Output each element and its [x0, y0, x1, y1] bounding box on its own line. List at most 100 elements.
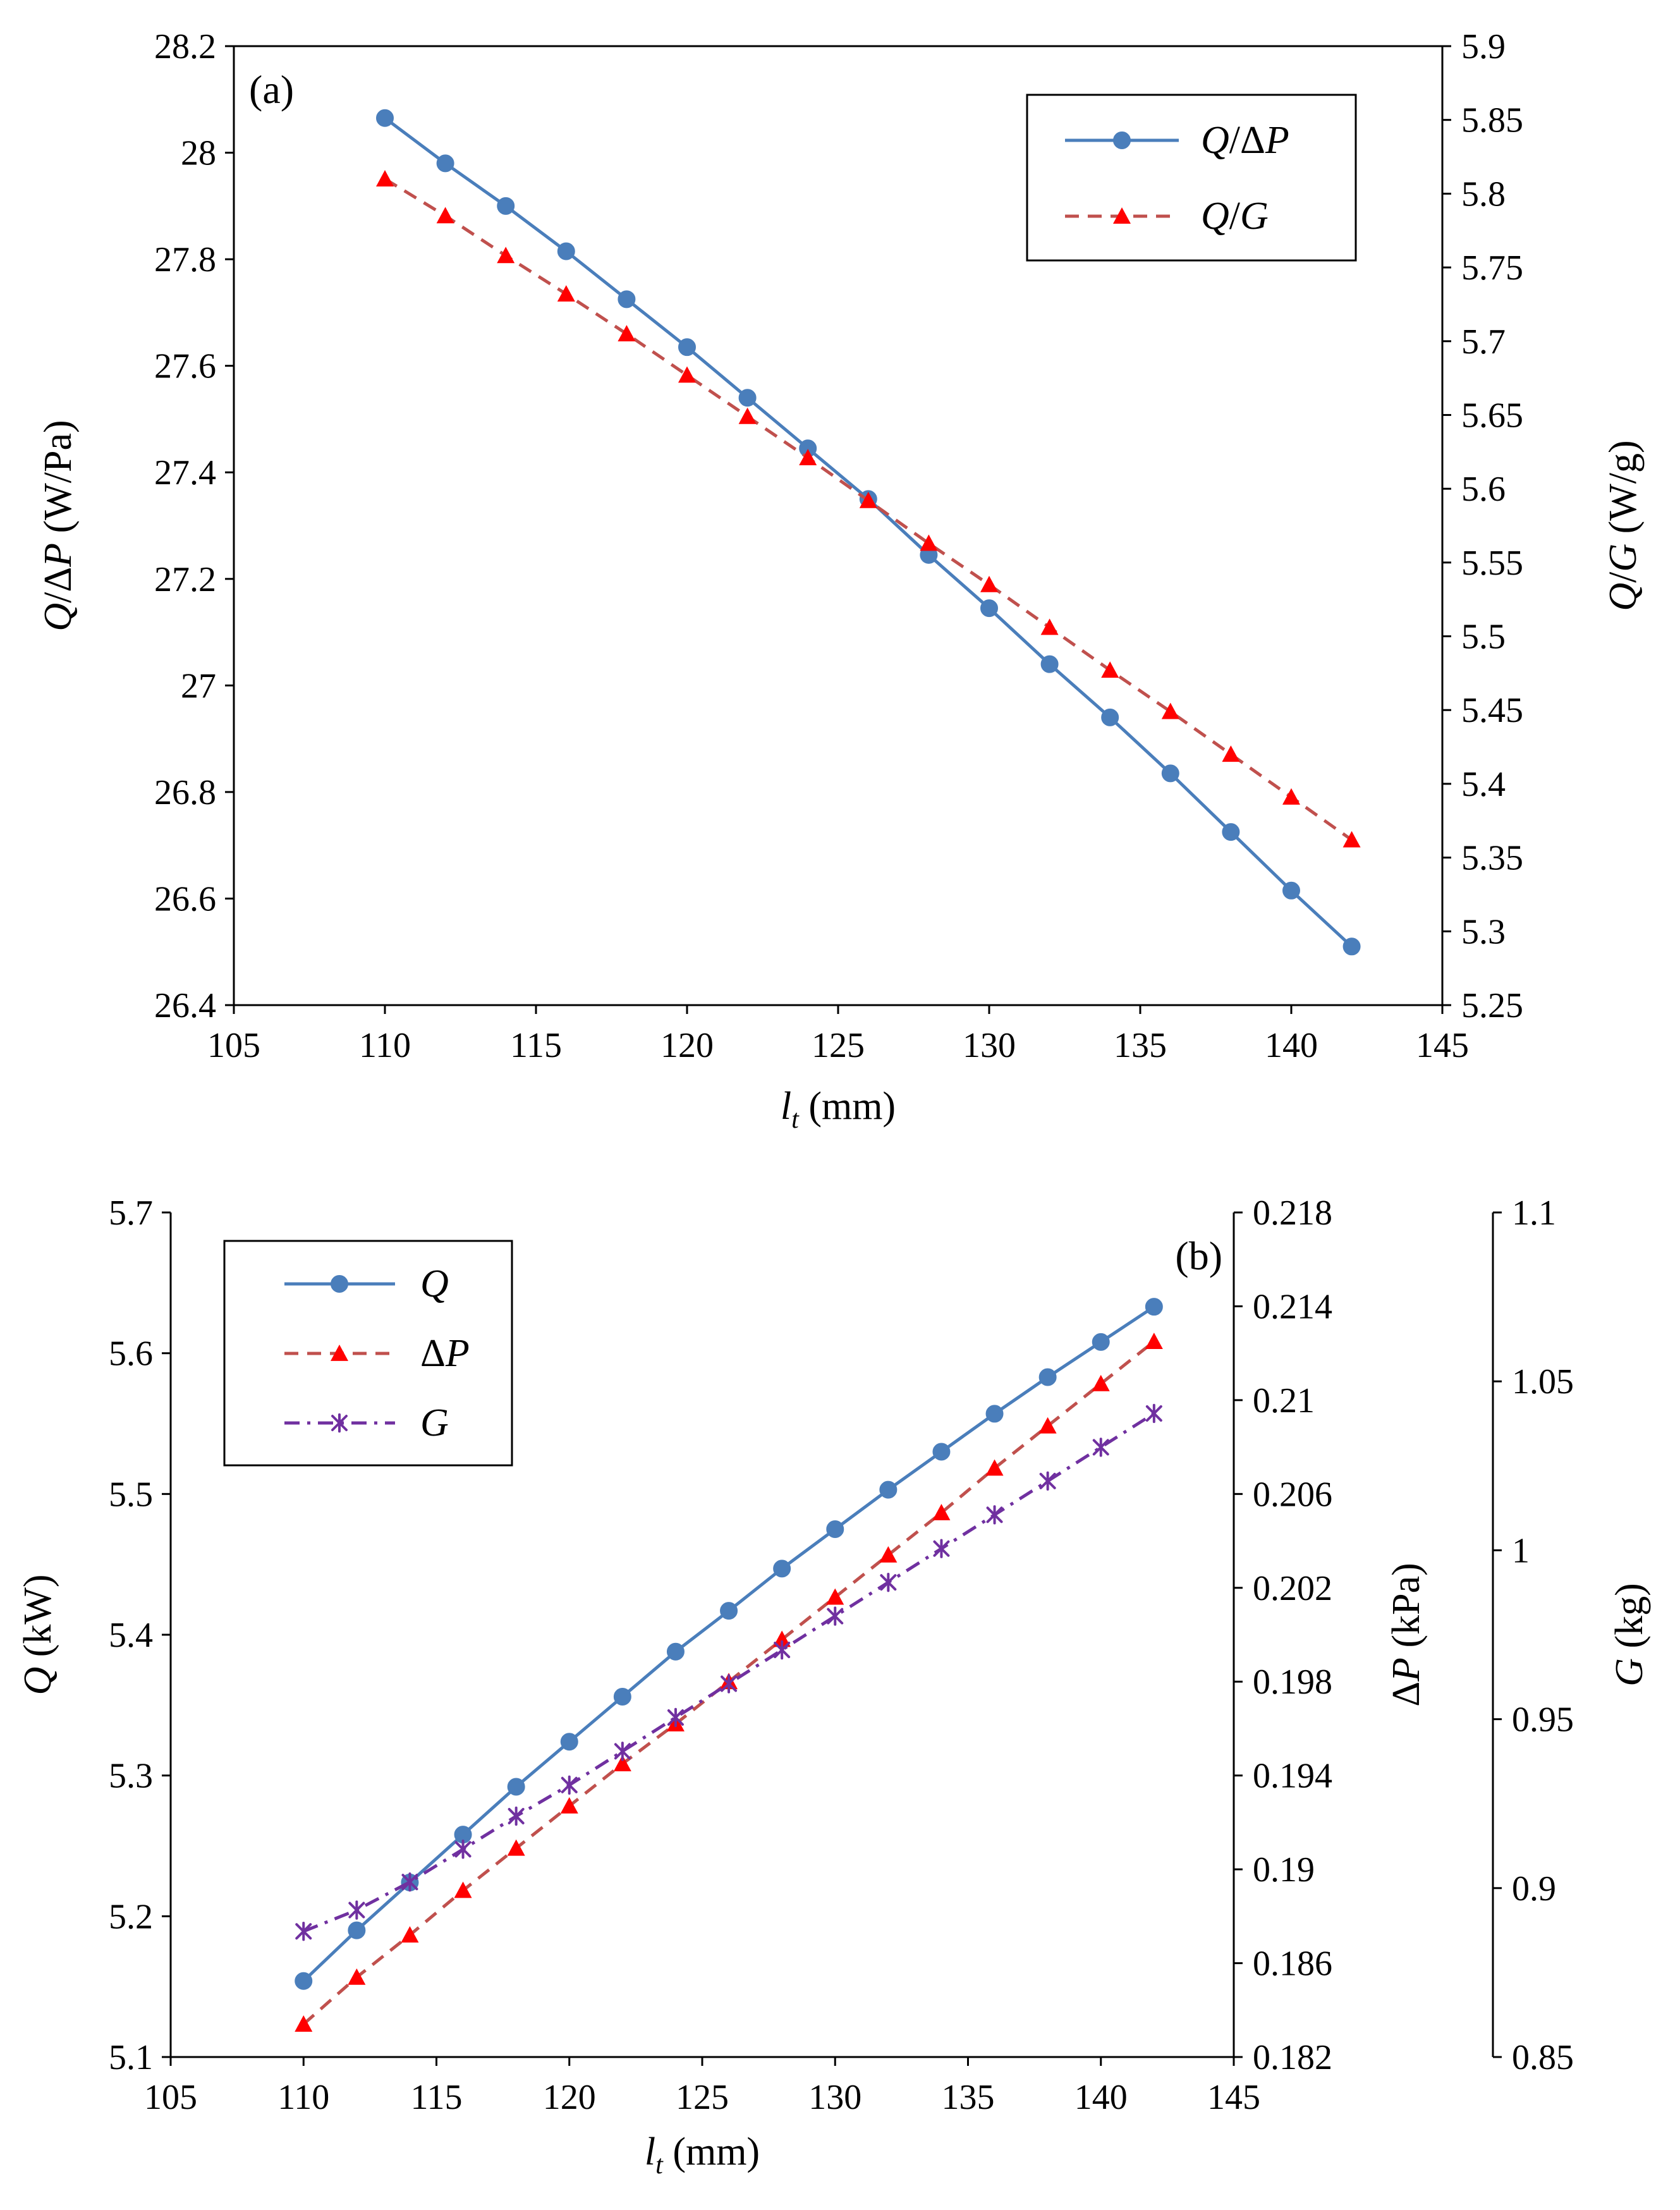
- y-left-axis-label-a: Q/ΔP (W/Pa): [37, 420, 80, 631]
- data-point-g: [295, 1922, 312, 1941]
- data-point-dp: [454, 1881, 472, 1898]
- y-left-tick-label-a: 27.4: [154, 453, 216, 492]
- y-left-tick-label-a: 27: [181, 666, 216, 705]
- data-point-q-over-g: [980, 575, 998, 592]
- data-point-dp: [985, 1459, 1004, 1476]
- y-left-tick-label-a: 26.8: [154, 773, 216, 812]
- data-point-g: [986, 1505, 1003, 1525]
- series-line-q-over-g: [384, 177, 1353, 841]
- data-point-q-over-dp: [1222, 823, 1240, 841]
- y-right2-tick-label-b: 0.95: [1512, 1700, 1574, 1740]
- legend-label: Q/ΔP: [1201, 119, 1289, 162]
- data-point-q-over-dp: [1282, 881, 1300, 900]
- data-point-dp: [932, 1504, 951, 1520]
- data-point-q: [826, 1520, 844, 1538]
- x-tick-label-b: 115: [411, 2078, 463, 2117]
- data-point-g: [401, 1872, 418, 1892]
- y-right-tick-label-a: 5.65: [1461, 396, 1523, 435]
- data-point-dp: [1038, 1417, 1057, 1434]
- y-left-tick-label-a: 27.8: [154, 240, 216, 279]
- x-axis-label-b: lt (mm): [645, 2130, 760, 2180]
- y-right2-tick-label-b: 0.85: [1512, 2038, 1574, 2077]
- legend-label: G: [420, 1401, 449, 1444]
- data-point-g: [561, 1775, 578, 1795]
- data-point-q: [613, 1687, 631, 1706]
- y-right-tick-label-a: 5.35: [1461, 839, 1523, 878]
- y-right2-tick-label-b: 0.9: [1512, 1869, 1556, 1908]
- data-point-q-over-dp: [376, 109, 394, 127]
- data-point-q-over-g: [1282, 788, 1300, 805]
- panel-label-b: (b): [1175, 1233, 1222, 1278]
- data-point-dp: [1145, 1333, 1163, 1350]
- legend-marker: [331, 1275, 348, 1293]
- y-right-tick-label-a: 5.9: [1461, 27, 1506, 66]
- y-left-tick-label-a: 27.6: [154, 347, 216, 386]
- x-tick-label-a: 115: [510, 1026, 562, 1065]
- data-point-dp: [348, 1968, 366, 1985]
- data-point-q-over-g: [738, 407, 757, 424]
- y-left-tick-label-a: 26.6: [154, 879, 216, 919]
- legend-label: Q/G: [1201, 195, 1269, 238]
- data-point-g: [721, 1674, 738, 1694]
- y-right2-tick-label-b: 1.05: [1512, 1362, 1574, 1401]
- legend-marker: [331, 1413, 348, 1433]
- y-right-axis-label-b: ΔP (kPa): [1385, 1563, 1428, 1707]
- y-right-tick-label-b: 0.182: [1253, 2038, 1332, 2077]
- legend-b: Q ΔP G: [223, 1240, 513, 1467]
- y-right-tick-label-b: 0.218: [1253, 1194, 1332, 1233]
- data-point-q-over-dp: [1161, 764, 1179, 783]
- legend-marker: [1113, 131, 1131, 149]
- y-right-tick-label-b: 0.206: [1253, 1475, 1332, 1514]
- data-point-dp: [1092, 1374, 1110, 1391]
- y-right-tick-label-b: 0.194: [1253, 1757, 1332, 1796]
- x-tick-label-a: 105: [207, 1026, 260, 1065]
- y-left-tick-label-b: 5.3: [109, 1757, 153, 1796]
- x-tick-label-b: 140: [1074, 2078, 1128, 2117]
- data-point-q-over-dp: [678, 338, 696, 357]
- y-right-tick-label-a: 5.3: [1461, 912, 1506, 951]
- data-point-q-over-g: [376, 170, 394, 186]
- y-right-axis-label-a: Q/G (W/g): [1602, 440, 1645, 611]
- data-point-q: [507, 1778, 525, 1796]
- legend-box-a: [1026, 94, 1357, 262]
- x-tick-label-a: 110: [359, 1026, 411, 1065]
- y-left-tick-label-b: 5.6: [109, 1334, 153, 1374]
- data-point-g: [508, 1806, 525, 1826]
- data-point-q: [773, 1560, 791, 1578]
- y-left-tick-label-b: 5.5: [109, 1475, 153, 1514]
- data-point-q-over-g: [920, 534, 938, 551]
- data-point-dp: [613, 1755, 631, 1772]
- y-right-tick-label-a: 5.4: [1461, 765, 1506, 804]
- data-point-q-over-g: [557, 285, 575, 302]
- data-point-q-over-dp: [738, 389, 757, 407]
- y-left-tick-label-b: 5.2: [109, 1897, 153, 1936]
- data-point-q-over-g: [1101, 661, 1119, 678]
- data-point-q-over-dp: [1101, 708, 1119, 726]
- y-right-tick-label-b: 0.19: [1253, 1850, 1315, 1889]
- x-tick-label-b: 130: [808, 2078, 861, 2117]
- legend-label: Q: [420, 1262, 449, 1305]
- data-point-q: [1145, 1298, 1163, 1316]
- data-point-g: [827, 1606, 844, 1626]
- x-tick-label-a: 125: [812, 1026, 865, 1065]
- data-point-q-over-dp: [557, 242, 575, 260]
- data-point-q-over-dp: [1040, 655, 1059, 673]
- y-right-tick-label-b: 0.202: [1253, 1569, 1332, 1608]
- data-point-q: [560, 1733, 578, 1751]
- y-left-tick-label-a: 26.4: [154, 986, 216, 1025]
- data-point-q: [666, 1642, 685, 1661]
- data-point-q-over-dp: [1342, 937, 1361, 956]
- y-left-tick-label-b: 5.1: [109, 2038, 153, 2077]
- data-point-q-over-dp: [436, 154, 454, 173]
- data-point-q-over-g: [1161, 702, 1179, 719]
- data-point-dp: [507, 1839, 525, 1856]
- x-tick-label-a: 140: [1265, 1026, 1318, 1065]
- y-right-tick-label-a: 5.25: [1461, 986, 1523, 1025]
- y-left-tick-label-a: 28: [181, 134, 216, 173]
- data-point-q: [879, 1480, 898, 1499]
- legend-label: ΔP: [420, 1332, 470, 1375]
- data-point-q: [1038, 1368, 1057, 1386]
- data-point-q: [295, 1972, 313, 1990]
- x-tick-label-a: 145: [1416, 1026, 1469, 1065]
- data-point-dp: [773, 1630, 791, 1647]
